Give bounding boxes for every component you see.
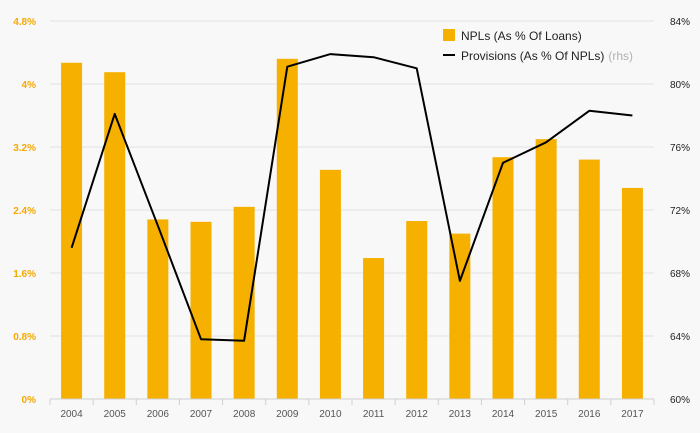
left-tick-label: 1.6% — [13, 269, 36, 280]
npl-bar — [406, 221, 428, 399]
legend: NPLs (As % Of Loans) Provisions (As % Of… — [443, 29, 633, 63]
legend-label-provisions-suffix: (rhs) — [608, 49, 633, 63]
axes: 0% 60% 0.8% 64% 1.6% 68% 2.4% 72% 3.2% 76% 4% 80% 4.… — [13, 17, 690, 420]
npl-bar — [276, 58, 298, 400]
x-tick-label: 2013 — [449, 409, 472, 420]
x-tick-label: 2016 — [578, 409, 601, 420]
right-tick-label: 64% — [670, 332, 690, 343]
npl-bar — [61, 62, 83, 400]
npl-bar — [578, 159, 600, 399]
npl-bar — [449, 233, 471, 399]
right-tick-label: 72% — [670, 206, 690, 217]
x-tick-label: 2009 — [276, 409, 299, 420]
left-tick-label: 3.2% — [13, 143, 36, 154]
x-tick-label: 2006 — [147, 409, 170, 420]
npl-bar — [233, 206, 255, 399]
x-tick-label: 2008 — [233, 409, 256, 420]
right-tick-label: 76% — [670, 143, 690, 154]
right-tick-label: 60% — [670, 395, 690, 406]
legend-label-provisions: Provisions (As % Of NPLs) (rhs) — [461, 49, 633, 63]
npl-bar — [147, 219, 169, 399]
npl-bar — [492, 157, 514, 399]
npl-bar — [319, 169, 341, 399]
x-tick-label: 2007 — [190, 409, 213, 420]
x-tick-label: 2015 — [535, 409, 558, 420]
x-tick-label: 2012 — [406, 409, 429, 420]
left-tick-label: 0% — [22, 395, 37, 406]
npl-bar — [363, 258, 385, 399]
x-tick-label: 2017 — [621, 409, 644, 420]
legend-label-provisions-name: Provisions (As % Of NPLs) — [461, 49, 604, 63]
legend-swatch-npl — [443, 29, 455, 41]
legend-label-npl: NPLs (As % Of Loans) — [461, 29, 582, 43]
right-tick-label: 84% — [670, 17, 690, 28]
left-tick-label: 2.4% — [13, 206, 36, 217]
npl-bar — [104, 72, 126, 399]
npl-bar — [535, 139, 557, 399]
x-tick-label: 2004 — [60, 409, 83, 420]
provisions-line-group — [70, 53, 633, 342]
x-tick-label: 2014 — [492, 409, 515, 420]
left-tick-label: 0.8% — [13, 332, 36, 343]
right-tick-label: 68% — [670, 269, 690, 280]
npl-bar — [621, 187, 643, 399]
x-tick-label: 2005 — [104, 409, 127, 420]
x-tick-label: 2011 — [363, 409, 385, 420]
left-tick-label: 4.8% — [13, 17, 36, 28]
x-tick-label: 2010 — [319, 409, 342, 420]
npl-bar — [190, 221, 212, 399]
npl-bars — [61, 58, 643, 400]
left-tick-label: 4% — [22, 80, 37, 91]
right-tick-label: 80% — [670, 80, 690, 91]
provisions-line — [70, 53, 633, 342]
